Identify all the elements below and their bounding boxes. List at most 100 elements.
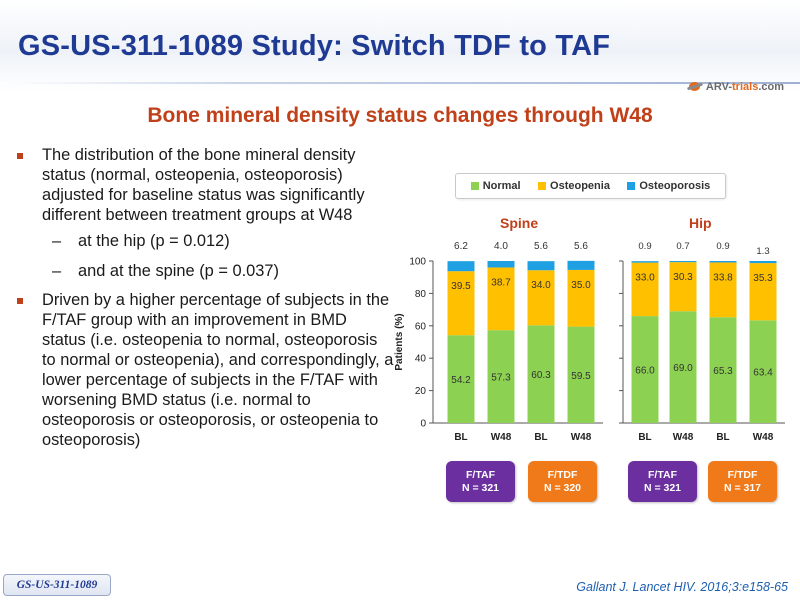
bar-segment-normal [487,330,515,423]
legend-label: Osteoporosis [639,180,711,192]
data-label-osteopenia: 39.5 [451,281,471,292]
data-label-normal: 54.2 [451,375,471,386]
group-n: N = 317 [723,481,762,494]
group-n: N = 321 [643,481,682,494]
bar-segment-normal [631,316,659,423]
bar-segment-osteoporosis [527,261,555,271]
header-band [0,0,800,92]
bullet-square-icon [17,298,23,305]
sub-bullet-text: at the hip (p = 0.012) [78,231,230,250]
group-box-hip-taf: F/TAF N = 321 [628,461,697,502]
data-label-osteoporosis: 0.9 [716,241,729,252]
data-label-normal: 65.3 [713,366,733,377]
data-label-osteoporosis: 6.2 [454,241,468,252]
legend-item-osteoporosis: Osteoporosis [627,180,710,192]
x-tick-label: BL [716,432,729,443]
legend-item-osteopenia: Osteopenia [538,180,610,192]
bar-segment-osteoporosis [567,260,595,270]
x-tick-label: W48 [753,432,774,443]
data-label-osteopenia: 33.0 [635,273,655,284]
group-box-spine-taf: F/TAF N = 321 [446,461,515,502]
data-label-osteoporosis: 0.7 [676,241,689,252]
data-label-osteopenia: 38.7 [491,277,511,288]
bar-segment-osteoporosis [749,261,777,264]
logo-mark-icon [687,80,703,94]
bar-segment-osteopenia [631,262,659,317]
bar-segment-normal [567,326,595,423]
logo-brand: trials [732,81,759,93]
bar-segment-osteopenia [567,269,595,327]
bar-segment-osteoporosis [669,261,697,263]
data-label-osteopenia: 35.3 [753,273,773,284]
y-tick-label: 100 [409,257,426,268]
bar-segment-normal [527,325,555,423]
logo-prefix: ARV- [705,81,733,93]
study-tag: GS-US-311-1089 [3,574,111,596]
data-label-osteoporosis: 1.3 [756,246,769,257]
bar-segment-osteopenia [669,262,697,312]
data-label-normal: 60.3 [531,370,551,381]
x-tick-label: BL [454,432,467,443]
data-label-normal: 63.4 [753,368,773,379]
bullet-text: The distribution of the bone mineral den… [42,146,365,224]
data-label-osteoporosis: 4.0 [494,241,508,252]
legend-label: Normal [482,180,521,192]
group-n: N = 320 [543,481,582,494]
group-n: N = 321 [461,481,500,494]
data-label-osteoporosis: 0.9 [638,241,651,252]
x-tick-label: BL [534,432,547,443]
bullet-square-icon [17,153,23,159]
dash-icon: – [52,231,62,250]
citation-reference: Gallant J. Lancet HIV. 2016;3:e158-65 [576,580,788,594]
y-tick-label: 20 [415,386,427,397]
y-tick-label: 80 [415,289,427,300]
bullet-item: Driven by a higher percentage of subject… [14,291,394,450]
legend-swatch-osteoporosis [627,182,636,190]
x-tick-label: W48 [491,432,512,443]
data-label-osteopenia: 33.8 [713,272,733,283]
group-name: F/TDF [727,468,758,481]
data-label-osteoporosis: 5.6 [534,241,548,252]
bullet-list: The distribution of the bone mineral den… [14,146,394,451]
legend-swatch-osteopenia [538,182,547,190]
slide-title: GS-US-311-1089 Study: Switch TDF to TAF [18,30,611,62]
data-label-osteoporosis: 5.6 [574,241,588,252]
data-label-normal: 57.3 [491,373,511,384]
slide-subtitle: Bone mineral density status changes thro… [147,104,653,127]
bar-segment-osteopenia [709,262,737,318]
bar-segment-osteoporosis [487,261,515,268]
data-label-normal: 66.0 [635,366,655,377]
legend-item-normal: Normal [470,180,521,192]
data-label-normal: 69.0 [673,363,693,374]
bar-segment-normal [709,317,737,423]
bar-segment-normal [669,311,697,423]
bar-segment-normal [749,320,777,423]
legend-swatch-normal [470,182,479,190]
data-label-normal: 59.5 [571,371,591,382]
panel-title-hip: Hip [689,215,712,231]
y-axis-label: Patients (%) [394,313,405,370]
legend-label: Osteopenia [550,180,610,192]
title-divider [0,82,800,84]
bar-segment-osteopenia [487,267,515,331]
x-tick-label: W48 [571,432,592,443]
x-tick-label: W48 [673,432,694,443]
group-box-hip-tdf: F/TDF N = 317 [708,461,777,502]
x-tick-label: BL [638,432,651,443]
bar-segment-osteoporosis [447,261,475,272]
stacked-bar-chart: Patients (%) 0 20 40 60 80 100 54.2 39.5 6.2 BL 57.… [394,241,785,443]
data-label-osteopenia: 35.0 [571,280,591,291]
bar-segment-osteoporosis [709,261,737,263]
y-tick-label: 0 [420,419,426,430]
bar-segment-osteopenia [749,263,777,321]
bullet-text: Driven by a higher percentage of subject… [42,291,394,449]
data-label-osteopenia: 34.0 [531,280,551,291]
bar-segment-osteoporosis [631,261,659,263]
bar-segment-osteopenia [447,271,475,336]
sub-bullet-text: and at the spine (p = 0.037) [78,261,279,280]
logo-suffix: .com [758,81,784,93]
dash-icon: – [52,261,62,280]
data-label-osteopenia: 30.3 [673,272,693,283]
y-tick-label: 40 [415,354,427,365]
bar-segment-osteopenia [527,270,555,326]
